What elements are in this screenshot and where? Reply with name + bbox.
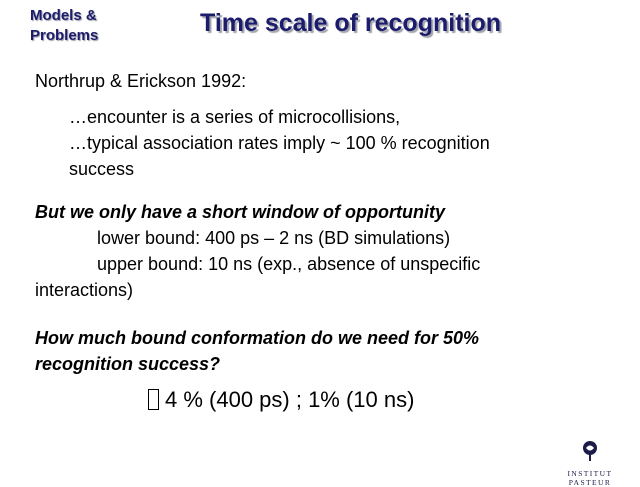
point-line: …typical association rates imply ~ 100 %… — [69, 133, 490, 153]
bound-line: lower bound: 400 ps – 2 ns (BD simulatio… — [97, 228, 451, 248]
question-line: How much bound conformation do we need f… — [35, 328, 480, 348]
result-text: 4 % (400 ps) ; 1% (10 ns) — [165, 387, 415, 412]
point-line: success — [69, 159, 135, 179]
bound-line: interactions) — [35, 280, 134, 300]
logo-text: INSTITUT PASTEUR — [567, 469, 613, 487]
section-tag-line: Models & — [30, 7, 97, 24]
question-line: recognition success? — [35, 354, 221, 374]
institut-pasteur-emblem-icon — [583, 441, 597, 461]
bound-line: upper bound: 10 ns (exp., absence of uns… — [97, 254, 481, 274]
slide-title: Time scale of recognition — [200, 9, 502, 37]
result: 4 % (400 ps) ; 1% (10 ns) — [148, 386, 414, 414]
section-tag: Models & Problems — [30, 6, 98, 46]
citation: Northrup & Erickson 1992: — [35, 71, 247, 91]
section-tag-line: Problems — [30, 27, 99, 44]
point-line: …encounter is a series of microcollision… — [69, 107, 401, 127]
window-heading: But we only have a short window of oppor… — [35, 202, 446, 222]
arrow-placeholder-icon — [148, 389, 159, 410]
